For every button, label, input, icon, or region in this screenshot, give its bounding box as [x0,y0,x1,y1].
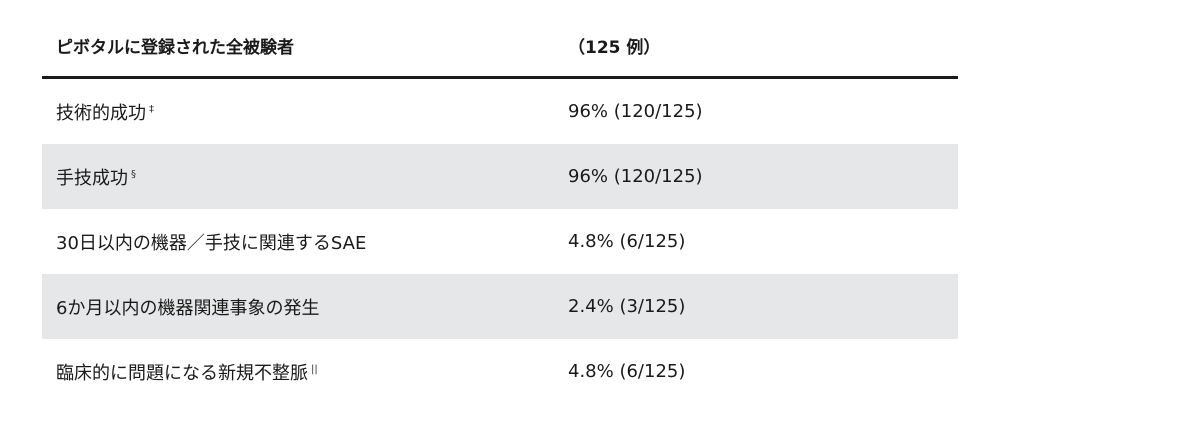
footnote-mark: || [311,363,318,375]
table-row: 30日以内の機器／手技に関連するSAE 4.8% (6/125) [42,209,958,274]
header-label: ピボタルに登録された全被験者 [56,37,294,58]
table-row: 臨床的に問題になる新規不整脈 || 4.8% (6/125) [42,339,958,404]
row-label: 30日以内の機器／手技に関連するSAE [42,229,568,255]
table-header: ピボタルに登録された全被験者 （125 例） [42,14,958,79]
table-row: 技術的成功 ‡ 96% (120/125) [42,79,958,144]
table-row: 手技成功 § 96% (120/125) [42,144,958,209]
row-label-text: 手技成功 [56,167,128,189]
row-label: 技術的成功 ‡ [42,99,568,125]
row-label-text: 30日以内の機器／手技に関連するSAE [56,232,367,254]
row-value: 96% (120/125) [568,166,703,187]
header-value: （125 例） [568,37,661,58]
row-label-text: 技術的成功 [56,102,146,124]
row-value: 4.8% (6/125) [568,361,686,382]
row-label: 臨床的に問題になる新規不整脈 || [42,359,568,385]
row-value: 4.8% (6/125) [568,231,686,252]
table-row: 6か月以内の機器関連事象の発生 2.4% (3/125) [42,274,958,339]
footnote-mark: § [131,168,136,180]
row-label: 6か月以内の機器関連事象の発生 [42,294,568,320]
row-label-text: 臨床的に問題になる新規不整脈 [56,362,308,384]
results-table: ピボタルに登録された全被験者 （125 例） 技術的成功 ‡ 96% (120/1… [42,14,958,404]
footnote-mark: ‡ [149,103,154,115]
row-label-text: 6か月以内の機器関連事象の発生 [56,297,320,319]
row-label: 手技成功 § [42,164,568,190]
row-value: 96% (120/125) [568,101,703,122]
row-value: 2.4% (3/125) [568,296,686,317]
